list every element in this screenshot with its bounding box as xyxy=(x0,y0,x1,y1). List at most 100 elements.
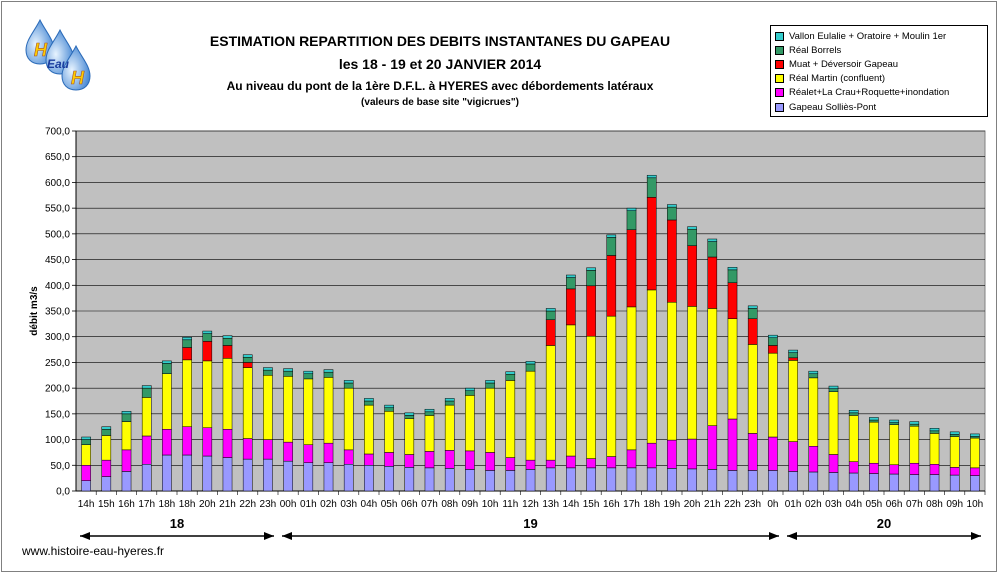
bar-segment xyxy=(768,436,778,471)
bar-segment xyxy=(283,368,293,372)
arrow-left-icon xyxy=(80,532,90,540)
x-tick-label: 13h xyxy=(542,499,559,510)
x-tick-label: 02h xyxy=(320,499,337,510)
bar-segment xyxy=(687,245,697,307)
website-url: www.histoire-eau-hyeres.fr xyxy=(22,544,165,558)
bar-segment xyxy=(182,339,192,348)
bar-segment xyxy=(687,228,697,246)
bar-segment xyxy=(788,357,798,361)
bar-segment xyxy=(545,467,556,492)
x-tick-label: 0h xyxy=(767,499,778,510)
bar-segment xyxy=(869,421,879,464)
bar-segment xyxy=(424,467,435,492)
bar-segment xyxy=(788,349,798,353)
bar-segment xyxy=(586,267,596,271)
bar-segment xyxy=(343,387,354,451)
bar-segment xyxy=(626,229,637,308)
bar-segment xyxy=(303,462,314,492)
bar-segment xyxy=(707,308,718,426)
legend-swatch xyxy=(775,102,784,112)
bar-segment xyxy=(202,427,213,457)
h-eau-h-logo: H Eau H xyxy=(25,18,91,91)
bar-segment xyxy=(929,428,940,432)
bar-segment xyxy=(566,277,576,290)
bar-segment xyxy=(162,373,172,430)
bar-segment xyxy=(343,380,354,384)
y-tick-label: 100,0 xyxy=(45,435,70,446)
bar-segment xyxy=(121,421,132,451)
x-tick-label: 08h xyxy=(441,499,458,510)
bar-segment xyxy=(485,380,495,384)
bar-segment xyxy=(222,335,233,339)
legend-swatch xyxy=(775,45,784,55)
bar-segment xyxy=(949,436,960,468)
y-tick-label: 500,0 xyxy=(45,229,70,240)
bar-segment xyxy=(687,226,697,230)
bar-segment xyxy=(606,237,617,256)
bar-segment xyxy=(81,444,91,466)
bar-segment xyxy=(444,398,455,402)
arrow-left-icon xyxy=(282,532,292,540)
bar-segment xyxy=(788,471,798,492)
bar-segment xyxy=(182,347,192,361)
bar-segment xyxy=(626,306,637,451)
bar-segment xyxy=(545,319,556,346)
legend-swatch xyxy=(775,74,784,84)
bar-segment xyxy=(303,373,314,380)
bar-segment xyxy=(949,431,960,435)
y-tick-label: 450,0 xyxy=(45,255,70,266)
bar-segment xyxy=(747,318,758,345)
bar-segment xyxy=(323,442,334,463)
bar-segment xyxy=(646,197,657,291)
bar-segment xyxy=(222,358,233,430)
legend-item: Muat + Déversoir Gapeau xyxy=(775,57,983,71)
bar-segment xyxy=(263,369,273,376)
bar-segment xyxy=(162,360,172,364)
bar-segment xyxy=(626,467,637,492)
bar-segment xyxy=(869,419,879,423)
bar-segment xyxy=(667,219,677,303)
x-tick-label: 09h xyxy=(946,499,963,510)
bar-segment xyxy=(222,338,233,346)
bar-segment xyxy=(828,391,839,455)
x-tick-label: 03h xyxy=(340,499,357,510)
bar-segment xyxy=(364,453,374,466)
bar-segment xyxy=(384,411,394,453)
bar-segment xyxy=(788,441,798,472)
bar-segment xyxy=(182,336,192,341)
bar-segment xyxy=(707,238,718,242)
legend-label: Vallon Eulalie + Oratoire + Moulin 1er xyxy=(789,30,947,42)
bar-segment xyxy=(586,270,596,287)
bar-segment xyxy=(141,464,152,492)
bar-segment xyxy=(848,461,859,474)
bar-segment xyxy=(545,459,556,469)
bar-segment xyxy=(929,433,940,465)
bar-segment xyxy=(808,377,819,447)
water-drop-icon xyxy=(61,44,91,91)
bar-segment xyxy=(242,367,253,439)
x-tick-label: 00h xyxy=(280,499,297,510)
bar-segment xyxy=(323,369,334,373)
bar-segment xyxy=(687,306,697,440)
bar-segment xyxy=(545,310,556,320)
bar-segment xyxy=(747,470,758,492)
bar-segment xyxy=(586,285,596,337)
bar-segment xyxy=(444,468,455,492)
x-tick-label: 21h xyxy=(704,499,721,510)
bar-segment xyxy=(525,363,536,372)
bar-segment xyxy=(283,460,293,492)
bar-segment xyxy=(444,450,455,469)
bar-segment xyxy=(768,345,778,354)
bar-segment xyxy=(343,449,354,465)
bar-segment xyxy=(525,370,536,461)
bar-segment xyxy=(485,387,495,453)
x-tick-label: 02h xyxy=(805,499,822,510)
y-tick-label: 350,0 xyxy=(45,307,70,318)
bar-segment xyxy=(465,390,475,396)
bar-segment xyxy=(283,441,293,462)
y-tick-label: 250,0 xyxy=(45,358,70,369)
bar-segment xyxy=(869,473,879,492)
bar-segment xyxy=(687,438,697,470)
x-tick-label: 18h xyxy=(159,499,176,510)
bar-segment xyxy=(303,444,314,463)
